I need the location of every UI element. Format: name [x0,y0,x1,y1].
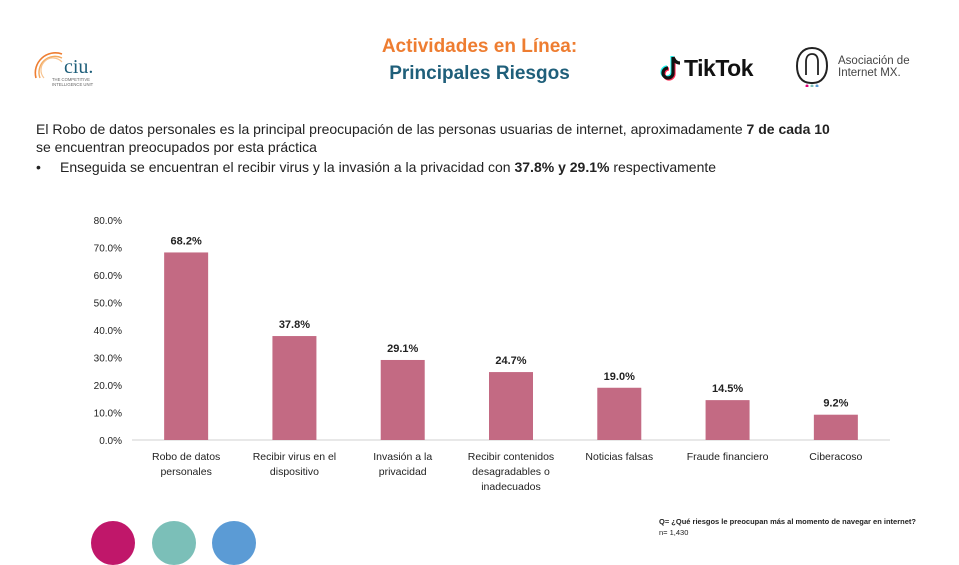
intro-bold: 7 de cada 10 [746,121,830,137]
category-label: Robo de datos [152,451,220,463]
bar-value-label: 29.1% [387,343,418,355]
bar [380,359,425,440]
page-title-line-2: Principales Riesgos [389,63,570,84]
y-tick-label: 10.0% [94,409,122,420]
bar [597,387,642,440]
bar [272,336,317,440]
y-tick-label: 60.0% [94,271,122,282]
decor-circle-blue [212,521,256,565]
bullet-text-2: respectivamente [609,159,717,175]
decor-circle-magenta [91,521,135,565]
category-labels: Robo de datos personales Recibir virus en … [152,451,863,493]
intro-text-1: El Robo de datos personales es la princi… [36,121,747,137]
bar [813,414,858,440]
bullet-text-1: Enseguida se encuentran el recibir virus… [60,159,515,175]
bar-value-label: 14.5% [712,383,743,395]
intro-paragraph: El Robo de datos personales es la princi… [36,120,836,156]
ciu-subtitle-2: INTELLIGENCE UNIT [52,82,94,87]
aimx-wordmark: Asociación de Internet MX. [838,55,910,79]
bullet-point: • Enseguida se encuentran el recibir viru… [36,158,916,176]
category-label: Fraude financiero [687,451,769,463]
bar-value-label: 24.7% [495,355,526,367]
category-label: dispositivo [270,466,319,478]
category-label: personales [160,466,211,478]
aimx-line-1: Asociación de [838,55,910,67]
category-label: Recibir virus en el [253,451,336,463]
category-label: Noticias falsas [585,451,653,463]
bar [489,372,533,440]
footnote-question: Q= ¿Qué riesgos le preocupan más al mome… [659,517,916,526]
bar [164,252,209,440]
decor-circle-teal [152,521,196,565]
bar-value-label: 19.0% [604,371,635,383]
y-tick-label: 80.0% [94,216,122,227]
intro-text-2: se encuentran preocupados por esta práct… [36,139,317,155]
footnote-sample: n= 1,430 [659,528,689,537]
ciu-mark: ciu. [64,56,93,78]
aimx-logo [795,46,829,87]
bullet-bold: 37.8% y 29.1% [514,159,610,175]
y-tick-label: 40.0% [94,326,122,337]
category-label: Recibir contenidos [468,451,554,463]
y-tick-label: 30.0% [94,354,122,365]
bar-value-label: 68.2% [171,235,202,247]
y-tick-label: 50.0% [94,299,122,310]
bar-value-label: 37.8% [279,319,310,331]
page-title-line-1: Actividades en Línea: [381,36,578,57]
y-tick-label: 0.0% [99,436,122,447]
tiktok-wordmark: TikTok [684,54,754,81]
value-labels: 68.2% 37.8% 29.1% 24.7% 19.0% 14.5% 9.2% [171,235,849,409]
tiktok-logo: TikTok [660,52,754,84]
category-label: Invasión a la [373,451,432,463]
tiktok-note-icon [660,56,681,81]
y-tick-label: 20.0% [94,381,122,392]
ciu-subtitle-1: THE COMPETITIVE [52,77,90,82]
aimx-line-2: Internet MX. [838,67,901,79]
category-label: privacidad [379,466,427,478]
y-tick-label: 70.0% [94,244,122,255]
category-label: desagradables o [472,466,550,478]
bars [164,252,858,440]
category-label: Ciberacoso [809,451,862,463]
bar-chart: 0.0% 10.0% 20.0% 30.0% 40.0% 50.0% 60.0% 70.0% 8… [94,216,890,493]
bar-value-label: 9.2% [823,398,848,410]
ciu-logo: ciu. THE COMPETITIVE INTELLIGENCE UNIT [34,52,94,87]
bullet-marker: • [36,159,41,175]
category-label: inadecuados [481,481,541,493]
bar [705,400,750,440]
